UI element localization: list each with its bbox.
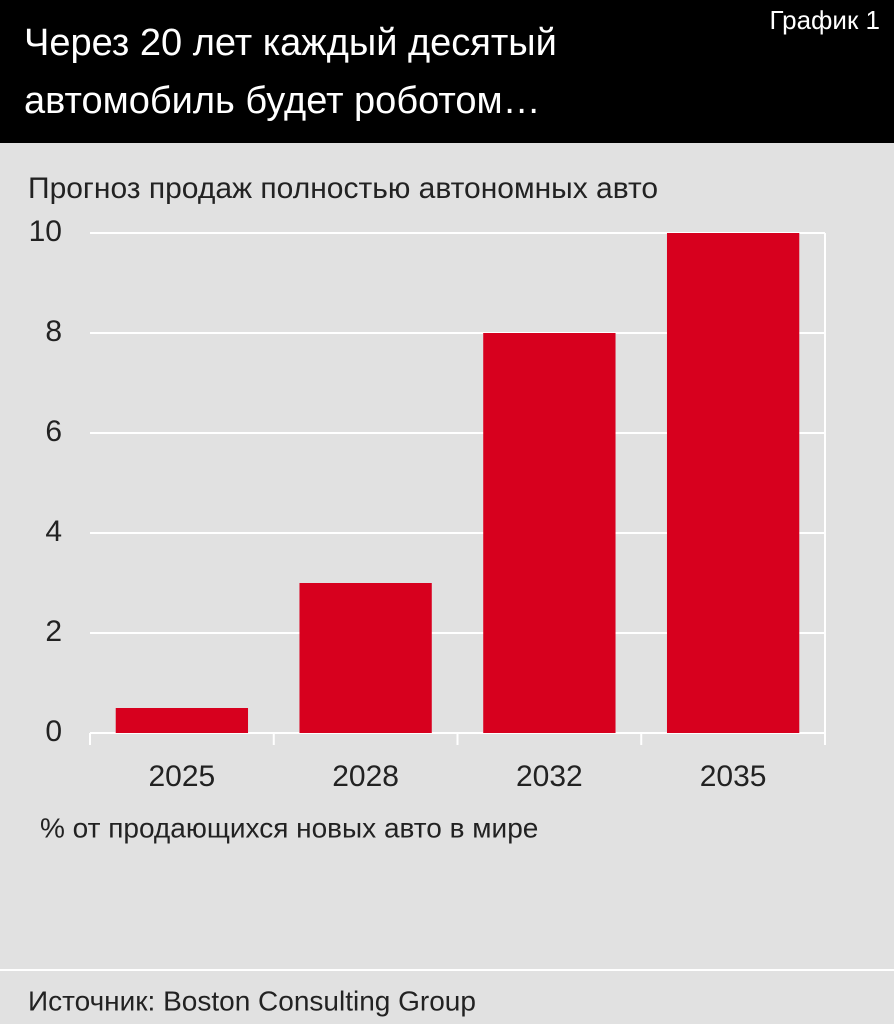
source: Источник: Boston Consulting Group <box>28 985 476 1016</box>
x-tick-label: 2035 <box>700 760 767 793</box>
header <box>0 0 894 143</box>
x-tick-label: 2028 <box>332 760 399 793</box>
subtitle: Прогноз продаж полностью автономных авто <box>28 172 658 205</box>
bar <box>666 233 800 733</box>
bar <box>483 333 616 733</box>
chart-title: автомобиль будет роботом… <box>24 80 541 122</box>
y-tick-label: 4 <box>45 515 62 548</box>
y-tick-label: 10 <box>29 215 62 248</box>
y-tick-label: 6 <box>45 415 62 448</box>
chart-label: График 1 <box>769 5 880 35</box>
bar <box>299 583 432 733</box>
y-tick-label: 8 <box>45 315 62 348</box>
x-axis-label: % от продающихся новых авто в мире <box>40 812 538 843</box>
x-tick-label: 2032 <box>516 760 583 793</box>
y-tick-label: 0 <box>45 715 62 748</box>
chart-title: Через 20 лет каждый десятый <box>24 22 557 64</box>
y-tick-label: 2 <box>45 615 62 648</box>
bar <box>115 708 249 733</box>
x-tick-label: 2025 <box>149 760 216 793</box>
